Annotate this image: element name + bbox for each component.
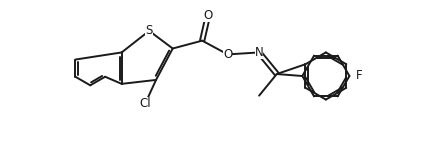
Text: Cl: Cl — [140, 97, 151, 110]
Text: O: O — [223, 48, 232, 61]
Text: O: O — [203, 9, 213, 22]
Text: S: S — [146, 24, 153, 37]
Text: N: N — [255, 46, 264, 59]
Text: F: F — [356, 69, 363, 83]
Polygon shape — [292, 43, 359, 109]
